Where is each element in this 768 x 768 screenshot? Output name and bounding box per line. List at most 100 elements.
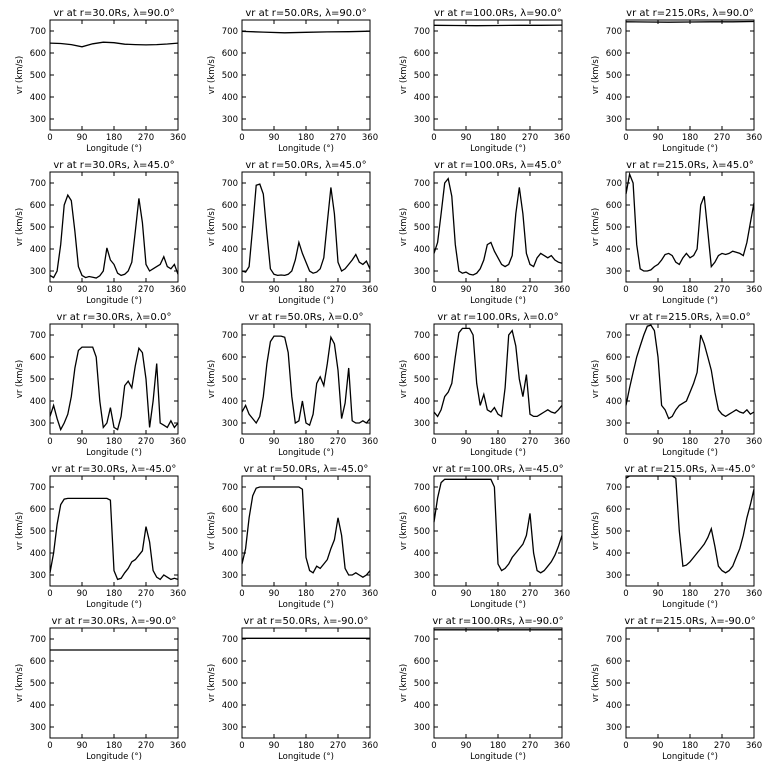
y-tick-label: 700: [222, 635, 238, 645]
x-tick-label: 0: [47, 285, 52, 295]
series-line: [49, 193, 179, 279]
y-tick-label: 600: [606, 505, 622, 515]
y-tick-label: 600: [222, 201, 238, 211]
chart-panel-17: vr at r=30.0Rs, λ=-90.0° 0 90 180 270 360 300 4…: [15, 616, 186, 762]
x-tick-label: 360: [362, 741, 378, 751]
series-line: [625, 475, 755, 574]
x-tick-label: 360: [362, 589, 378, 599]
y-tick-label: 300: [30, 571, 46, 581]
chart-panel-5: vr at r=30.0Rs, λ=45.0° 0 90 180 270 360 300 40…: [15, 160, 186, 306]
y-tick-label: 500: [606, 71, 622, 81]
panel-title: vr at r=215.0Rs, λ=45.0°: [626, 160, 754, 171]
x-tick-label: 180: [490, 285, 506, 295]
y-tick-label: 700: [222, 483, 238, 493]
x-tick-label: 0: [431, 741, 436, 751]
x-tick-label: 180: [682, 285, 698, 295]
y-tick-label: 700: [30, 635, 46, 645]
x-tick-label: 360: [746, 437, 762, 447]
y-tick-label: 500: [30, 679, 46, 689]
panel-title: vr at r=100.0Rs, λ=-90.0°: [432, 616, 563, 627]
chart-panel-4: vr at r=215.0Rs, λ=90.0° 0 90 180 270 360 300 4…: [591, 8, 762, 154]
x-tick-label: 90: [269, 133, 280, 143]
y-axis-title: vr (km/s): [591, 664, 601, 702]
x-tick-label: 90: [461, 589, 472, 599]
x-tick-label: 0: [47, 589, 52, 599]
y-axis-title: vr (km/s): [399, 664, 409, 702]
y-tick-label: 400: [30, 397, 46, 407]
y-tick-label: 500: [414, 223, 430, 233]
x-axis-title: Longitude (°): [278, 144, 334, 154]
x-tick-label: 360: [170, 133, 186, 143]
y-tick-label: 600: [222, 49, 238, 59]
series-line: [49, 41, 179, 48]
plot-frame: [433, 475, 563, 587]
y-tick-label: 400: [222, 701, 238, 711]
x-tick-label: 90: [653, 741, 664, 751]
y-tick-label: 600: [222, 353, 238, 363]
chart-panel-2: vr at r=50.0Rs, λ=90.0° 0 90 180 270 360 300 40…: [207, 8, 378, 154]
panel-title: vr at r=50.0Rs, λ=-90.0°: [244, 616, 369, 627]
series-line: [241, 335, 371, 427]
y-tick-label: 300: [30, 115, 46, 125]
series-line: [49, 346, 179, 432]
x-tick-label: 270: [330, 589, 346, 599]
y-tick-label: 700: [222, 331, 238, 341]
panel-title: vr at r=50.0Rs, λ=-45.0°: [244, 464, 369, 475]
x-tick-label: 270: [138, 437, 154, 447]
x-axis-title: Longitude (°): [662, 296, 718, 306]
plot-frame: [241, 19, 371, 131]
chart-panel-6: vr at r=50.0Rs, λ=45.0° 0 90 180 270 360 300 40…: [207, 160, 378, 306]
x-tick-label: 0: [47, 741, 52, 751]
x-tick-label: 360: [362, 133, 378, 143]
series-line: [433, 24, 563, 27]
series-line: [433, 478, 563, 574]
plot-frame: [625, 475, 755, 587]
y-tick-label: 300: [414, 419, 430, 429]
x-tick-label: 90: [461, 741, 472, 751]
chart-panel-19: vr at r=100.0Rs, λ=-90.0° 0 90 180 270 360 300…: [399, 616, 570, 762]
x-tick-label: 270: [522, 589, 538, 599]
x-axis-title: Longitude (°): [662, 752, 718, 762]
x-axis-title: Longitude (°): [662, 144, 718, 154]
y-axis-title: vr (km/s): [591, 56, 601, 94]
x-tick-label: 90: [653, 589, 664, 599]
y-tick-label: 300: [222, 267, 238, 277]
y-tick-label: 700: [414, 27, 430, 37]
y-tick-label: 700: [414, 635, 430, 645]
chart-panel-10: vr at r=50.0Rs, λ=0.0° 0 90 180 270 360 300 400…: [207, 312, 378, 458]
x-tick-label: 180: [298, 437, 314, 447]
y-tick-label: 300: [30, 419, 46, 429]
series-line: [241, 486, 371, 578]
plot-frame: [625, 627, 755, 739]
plot-frame: [241, 627, 371, 739]
y-tick-label: 500: [222, 223, 238, 233]
x-tick-label: 360: [170, 589, 186, 599]
y-tick-label: 300: [222, 571, 238, 581]
x-tick-label: 0: [239, 741, 244, 751]
x-tick-label: 180: [490, 589, 506, 599]
y-tick-label: 400: [222, 397, 238, 407]
x-tick-label: 0: [431, 437, 436, 447]
x-tick-label: 180: [106, 285, 122, 295]
x-tick-label: 360: [746, 741, 762, 751]
y-axis-title: vr (km/s): [15, 208, 25, 246]
y-tick-label: 400: [606, 245, 622, 255]
y-tick-label: 700: [30, 483, 46, 493]
x-tick-label: 90: [269, 437, 280, 447]
x-axis-title: Longitude (°): [86, 448, 142, 458]
y-tick-label: 600: [30, 201, 46, 211]
x-tick-label: 360: [170, 437, 186, 447]
y-tick-label: 500: [606, 527, 622, 537]
y-tick-label: 300: [414, 267, 430, 277]
y-tick-label: 400: [414, 701, 430, 711]
chart-panel-16: vr at r=215.0Rs, λ=-45.0° 0 90 180 270 360 300…: [591, 464, 762, 610]
chart-panel-13: vr at r=30.0Rs, λ=-45.0° 0 90 180 270 360 300 4…: [15, 464, 186, 610]
plot-frame: [49, 19, 179, 131]
y-tick-label: 500: [606, 679, 622, 689]
x-tick-label: 180: [682, 133, 698, 143]
x-tick-label: 360: [554, 589, 570, 599]
y-tick-label: 500: [30, 527, 46, 537]
x-tick-label: 270: [138, 133, 154, 143]
x-axis-title: Longitude (°): [86, 752, 142, 762]
x-tick-label: 180: [490, 437, 506, 447]
